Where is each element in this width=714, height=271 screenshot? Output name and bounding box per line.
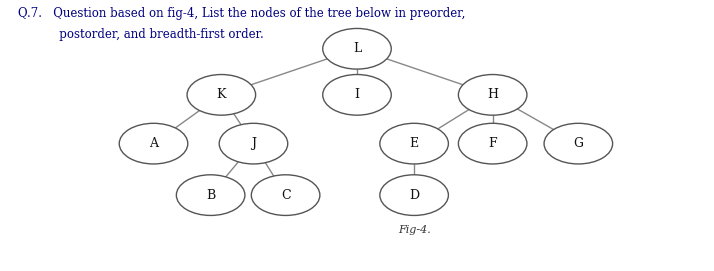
Text: L: L [353, 42, 361, 55]
Text: Q.7.   Question based on fig-4, List the nodes of the tree below in preorder,: Q.7. Question based on fig-4, List the n… [18, 7, 466, 20]
Text: G: G [573, 137, 583, 150]
Ellipse shape [380, 123, 448, 164]
Ellipse shape [458, 75, 527, 115]
Ellipse shape [176, 175, 245, 215]
Text: D: D [409, 189, 419, 202]
Ellipse shape [458, 123, 527, 164]
Ellipse shape [251, 175, 320, 215]
Text: E: E [410, 137, 418, 150]
Ellipse shape [380, 175, 448, 215]
Text: postorder, and breadth-first order.: postorder, and breadth-first order. [18, 28, 263, 41]
Text: F: F [488, 137, 497, 150]
Text: K: K [216, 88, 226, 101]
Ellipse shape [323, 75, 391, 115]
Text: A: A [149, 137, 158, 150]
Text: C: C [281, 189, 291, 202]
Text: B: B [206, 189, 215, 202]
Ellipse shape [544, 123, 613, 164]
Ellipse shape [323, 28, 391, 69]
Ellipse shape [119, 123, 188, 164]
Text: I: I [354, 88, 360, 101]
Text: J: J [251, 137, 256, 150]
Text: H: H [487, 88, 498, 101]
Ellipse shape [219, 123, 288, 164]
Text: Fig-4.: Fig-4. [398, 225, 431, 235]
Ellipse shape [187, 75, 256, 115]
